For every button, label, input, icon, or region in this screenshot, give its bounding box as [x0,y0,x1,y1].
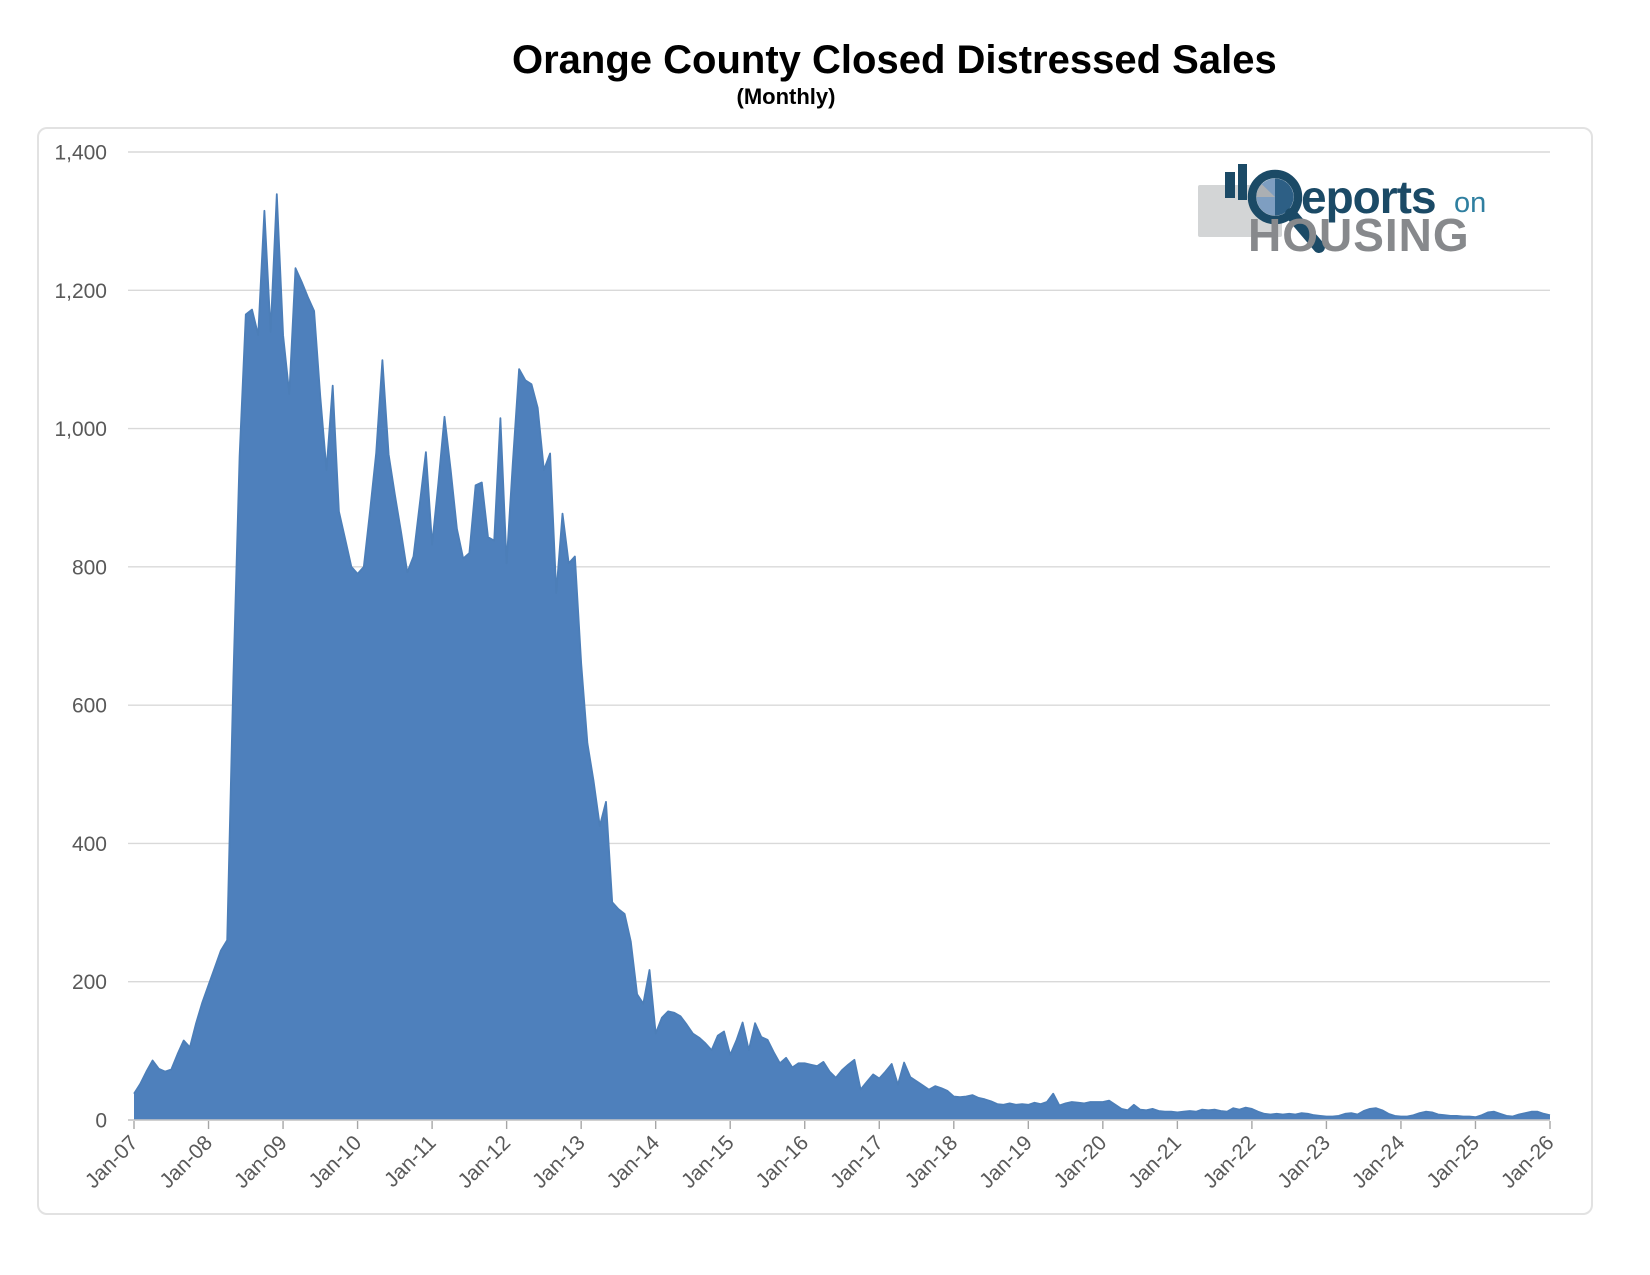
chart-subtitle: (Monthly) [736,84,836,109]
y-axis-tick-label: 0 [95,1110,107,1133]
x-axis-tick-label: Jan-11 [380,1131,441,1192]
distressed-sales-area-series [134,194,1550,1120]
x-axis-tick-label: Jan-16 [752,1131,814,1193]
x-axis-tick-label: Jan-18 [901,1131,963,1193]
y-axis-tick-label: 800 [72,556,107,579]
x-axis-tick-label: Jan-07 [81,1131,143,1193]
y-axis-tick-label: 600 [72,695,107,718]
distressed-sales-area-outline [133,193,1551,1119]
x-axis-tick-label: Jan-25 [1422,1131,1484,1193]
y-axis-tick-label: 400 [72,833,107,856]
logo-bar-icon [1225,172,1235,198]
x-axis-tick-label: Jan-23 [1273,1131,1335,1193]
x-axis-tick-label: Jan-13 [528,1131,590,1193]
logo-pie-wedge [1256,184,1275,197]
reports-on-housing-logo: eports on HOUSING [1198,164,1486,255]
logo-bar-icon [1238,164,1247,200]
logo-text-on: on [1454,187,1486,219]
x-axis-tick-label: Jan-26 [1497,1131,1559,1193]
y-axis-tick-label: 1,200 [54,280,107,303]
x-axis-tick-label: Jan-09 [230,1131,292,1193]
x-axis-tick-label: Jan-08 [155,1131,217,1193]
x-axis-tick-label: Jan-19 [975,1131,1037,1193]
x-axis-tick-label: Jan-12 [453,1131,515,1193]
logo-text-housing: HOUSING [1248,209,1470,255]
x-axis-tick-label: Jan-20 [1050,1131,1112,1193]
x-axis-tick-label: Jan-22 [1199,1131,1261,1193]
x-axis-labels: Jan-07 Jan-08 Jan-09 Jan-10 Jan-11 Jan-12 Jan-… [81,1131,1559,1193]
x-axis-tick-label: Jan-17 [826,1131,888,1193]
logo-pie-wedge [1275,178,1294,216]
logo-magnifier-ring-icon [1247,169,1303,225]
y-axis-tick-label: 200 [72,971,107,994]
logo-text-reports: eports [1301,171,1436,223]
logo-magnifier-handle-icon [1285,208,1325,253]
x-axis-tick-label: Jan-14 [603,1131,665,1193]
x-axis-tick-label: Jan-21 [1124,1131,1186,1193]
x-axis-tick-label: Jan-24 [1348,1131,1410,1193]
x-axis-tick-label: Jan-15 [677,1131,739,1193]
y-axis-tick-label: 1,000 [54,418,107,441]
x-axis-tick-label: Jan-10 [304,1131,366,1193]
y-axis-labels: 0 200 400 600 800 1,000 1,200 1,400 [54,142,107,1133]
y-axis-tick-label: 1,400 [54,142,107,165]
x-axis-ticks [133,1121,1551,1129]
logo-icon [1198,164,1325,253]
